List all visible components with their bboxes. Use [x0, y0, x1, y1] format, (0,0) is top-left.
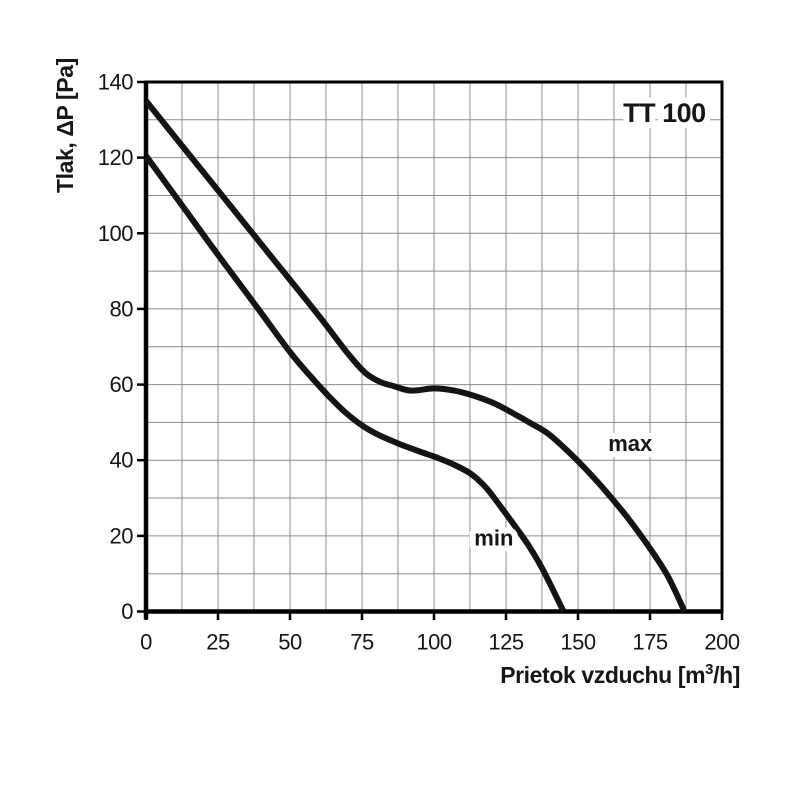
axis-ticks — [137, 80, 724, 620]
min-curve — [143, 154, 567, 613]
x-tick-labels: 0 25 50 75 100 125 150 175 200 — [140, 630, 740, 655]
x-axis-title-part2: /h] — [713, 662, 740, 688]
x-axis-title-superscript: 3 — [705, 661, 713, 678]
x-tick-label: 50 — [278, 630, 302, 655]
x-tick-label: 100 — [416, 630, 451, 655]
max-curve — [143, 99, 688, 613]
x-tick-label: 200 — [704, 630, 739, 655]
x-tick-label: 75 — [350, 630, 374, 655]
y-tick-labels: 0 20 40 60 80 100 120 140 — [98, 70, 134, 625]
x-tick-label: 125 — [488, 630, 523, 655]
y-tick-label: 60 — [110, 372, 134, 397]
gridlines — [146, 82, 722, 612]
max-curve-label: max — [608, 431, 653, 456]
y-tick-label: 100 — [98, 221, 133, 246]
x-tick-label: 0 — [140, 630, 152, 655]
y-tick-label: 120 — [98, 145, 133, 170]
y-tick-label: 80 — [110, 296, 134, 321]
y-tick-label: 140 — [98, 70, 133, 95]
y-tick-label: 0 — [121, 599, 133, 624]
y-tick-label: 20 — [110, 523, 134, 548]
x-tick-label: 175 — [632, 630, 667, 655]
y-axis-title: Tlak, ΔP [Pa] — [52, 58, 78, 193]
chart-title: TT 100 — [623, 98, 706, 128]
y-tick-label: 40 — [110, 448, 134, 473]
x-axis-title-part1: Prietok vzduchu [m — [500, 662, 705, 688]
x-tick-label: 25 — [206, 630, 230, 655]
x-tick-label: 150 — [560, 630, 595, 655]
min-curve-label: min — [474, 526, 513, 551]
x-axis-title: Prietok vzduchu [m3/h] — [500, 661, 740, 688]
